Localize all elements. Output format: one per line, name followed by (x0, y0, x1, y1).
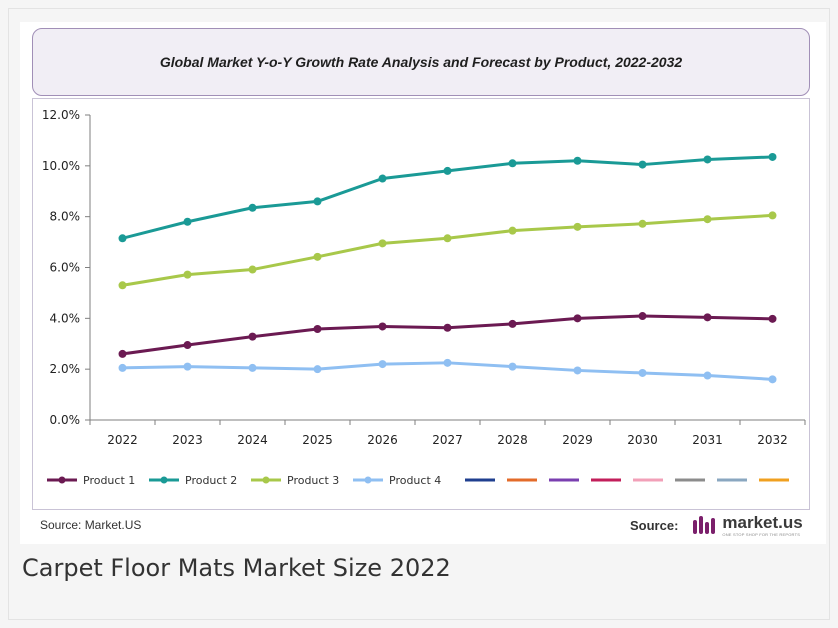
x-tick-label: 2032 (757, 433, 788, 447)
data-point (703, 371, 712, 380)
market-us-logo-icon (693, 516, 716, 534)
x-tick-label: 2027 (432, 433, 463, 447)
y-tick-label: 4.0% (50, 311, 81, 325)
data-point (443, 234, 452, 243)
legend-swatch-marker (364, 476, 372, 484)
y-tick-label: 6.0% (50, 261, 81, 275)
data-point (703, 155, 712, 164)
data-point (183, 341, 192, 350)
page-caption: Carpet Floor Mats Market Size 2022 (22, 554, 451, 582)
x-tick-label: 2028 (497, 433, 528, 447)
data-point (638, 312, 647, 321)
data-point (508, 159, 517, 168)
x-tick-label: 2029 (562, 433, 593, 447)
data-point (248, 265, 257, 274)
data-point (443, 323, 452, 332)
source-note-left: Source: Market.US (40, 518, 142, 532)
data-point (248, 203, 257, 212)
data-point (183, 362, 192, 371)
data-point (378, 239, 387, 248)
y-tick-label: 8.0% (50, 210, 81, 224)
data-point (443, 166, 452, 175)
data-point (638, 219, 647, 228)
data-point (638, 368, 647, 377)
data-point (573, 222, 582, 231)
legend-swatch-marker (262, 476, 270, 484)
legend-label: Product 1 (83, 474, 135, 487)
chart-title-box: Global Market Y-o-Y Growth Rate Analysis… (32, 28, 810, 96)
data-point (443, 358, 452, 367)
x-tick-label: 2024 (237, 433, 268, 447)
data-point (638, 160, 647, 169)
source-label: Source: (630, 517, 679, 533)
data-point (378, 174, 387, 183)
data-point (313, 197, 322, 206)
series-line-1 (122, 314, 773, 356)
data-point (313, 365, 322, 374)
data-point (508, 319, 517, 328)
legend-label: Product 4 (389, 474, 441, 487)
x-tick-label: 2031 (692, 433, 723, 447)
legend-swatch-marker (58, 476, 66, 484)
data-point (573, 314, 582, 323)
x-tick-label: 2023 (172, 433, 203, 447)
data-point (573, 156, 582, 165)
data-point (768, 211, 777, 220)
y-tick-label: 2.0% (50, 362, 81, 376)
x-tick-label: 2030 (627, 433, 658, 447)
series-line-3 (122, 213, 773, 287)
data-point (313, 325, 322, 334)
logo-brand: market.us (722, 512, 803, 532)
legend-swatch-marker (160, 476, 168, 484)
x-tick-label: 2026 (367, 433, 398, 447)
logo-tagline: ONE STOP SHOP FOR THE REPORTS (722, 531, 801, 537)
data-point (118, 349, 127, 358)
data-point (573, 366, 582, 375)
data-point (183, 270, 192, 279)
logo-text-block: market.us ONE STOP SHOP FOR THE REPORTS (722, 514, 802, 537)
y-tick-label: 0.0% (50, 413, 81, 427)
x-tick-label: 2022 (107, 433, 138, 447)
data-point (248, 332, 257, 341)
data-point (768, 314, 777, 323)
x-tick-label: 2025 (302, 433, 333, 447)
legend-label: Product 2 (185, 474, 237, 487)
data-point (768, 375, 777, 384)
data-point (378, 360, 387, 369)
data-point (118, 281, 127, 290)
data-point (508, 362, 517, 371)
plot-area: 0.0% 2.0% 4.0% 6.0% 8.0% 10.0% 12.0% 2022 2023 20… (32, 98, 810, 510)
data-point (183, 217, 192, 226)
data-point (703, 313, 712, 322)
data-point (248, 363, 257, 372)
chart-title: Global Market Y-o-Y Growth Rate Analysis… (159, 54, 683, 70)
data-point (313, 252, 322, 261)
source-credit: Source: market.us ONE STOP SHOP FOR THE … (630, 512, 803, 538)
legend-label: Product 3 (287, 474, 339, 487)
data-point (768, 152, 777, 161)
y-tick-label: 12.0% (42, 108, 80, 122)
line-chart: 0.0% 2.0% 4.0% 6.0% 8.0% 10.0% 12.0% 2022 2023 20… (42, 108, 806, 487)
data-point (703, 215, 712, 224)
chart-card: Global Market Y-o-Y Growth Rate Analysis… (20, 22, 826, 544)
y-tick-label: 10.0% (42, 159, 80, 173)
data-point (118, 363, 127, 372)
data-point (508, 226, 517, 235)
data-point (378, 322, 387, 331)
data-point (118, 234, 127, 243)
